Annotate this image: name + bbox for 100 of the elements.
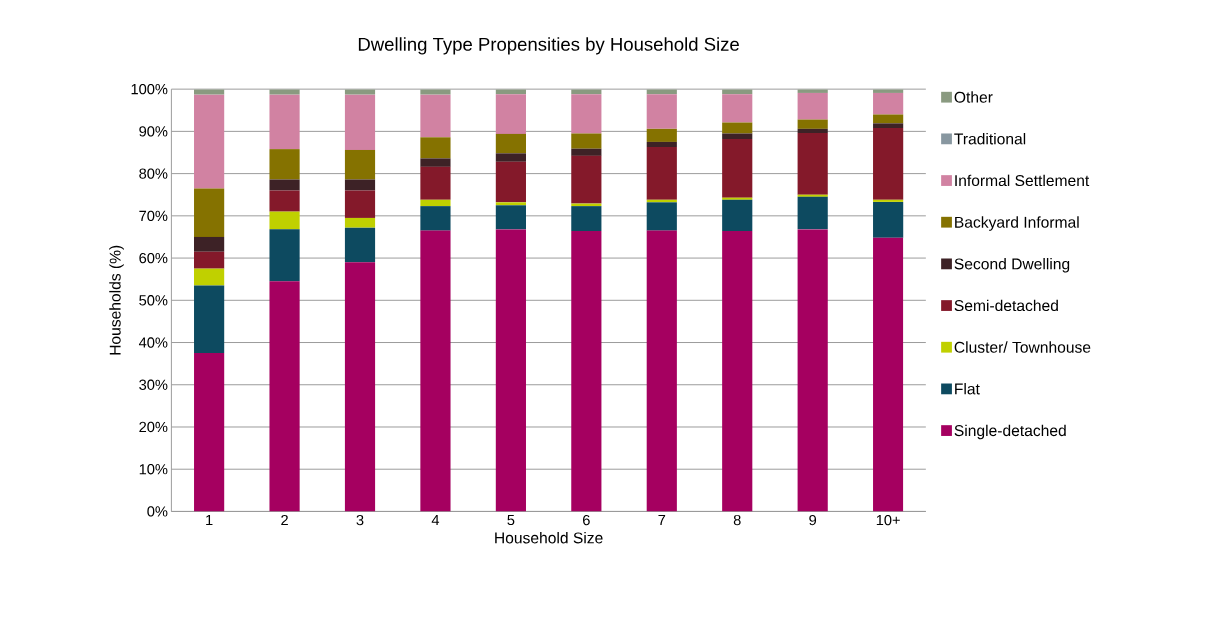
y-tick-label: 80% (139, 168, 168, 179)
y-tick-label: 0% (147, 506, 168, 517)
bar (420, 89, 451, 95)
y-axis-title: Households (%) (109, 245, 124, 355)
bar (873, 123, 904, 128)
y-tick-label: 100% (131, 83, 168, 95)
bar (269, 179, 300, 191)
bar (797, 196, 828, 230)
legend-label: Traditional (954, 132, 1026, 145)
bar (194, 236, 225, 252)
bar (269, 211, 300, 230)
x-tick-label: 10+ (876, 514, 900, 526)
x-tick-label: 2 (281, 514, 288, 526)
bar (722, 122, 753, 134)
legend-label: Backyard Informal (955, 216, 1079, 231)
legend-label: Cluster/ Townhouse (954, 341, 1091, 353)
bar (571, 206, 602, 231)
bar (420, 166, 451, 200)
y-tick-label: 60% (139, 252, 168, 264)
bar (420, 230, 451, 512)
bar (420, 137, 451, 159)
y-tick-label: 30% (139, 379, 168, 390)
bar (571, 94, 602, 134)
bar (797, 229, 828, 512)
bar (194, 89, 225, 95)
bar (344, 89, 376, 95)
bar (420, 158, 451, 167)
bar (873, 201, 904, 238)
bar (873, 92, 904, 115)
bar (571, 133, 602, 149)
bar (420, 199, 451, 207)
bar (797, 92, 828, 120)
bar (269, 229, 300, 282)
bar (495, 205, 526, 230)
y-tick-label: 40% (138, 337, 168, 348)
bar (646, 202, 677, 231)
bar (873, 127, 904, 200)
bar (194, 188, 225, 237)
bar (646, 128, 677, 142)
x-tick-label: 1 (206, 514, 213, 525)
bar (194, 352, 225, 512)
bar (269, 281, 300, 512)
bar (797, 119, 828, 129)
bar (194, 94, 225, 189)
bar (344, 190, 376, 218)
bar (194, 285, 225, 353)
legend-label: Second Dwelling (954, 257, 1070, 273)
legend-label: Flat (955, 382, 980, 395)
bar (722, 199, 753, 231)
x-tick-label: 5 (507, 514, 515, 526)
y-tick-label: 90% (139, 126, 168, 137)
bar (646, 94, 677, 129)
bar (722, 138, 753, 198)
bar (797, 194, 828, 197)
bar (495, 229, 526, 512)
bar (495, 161, 526, 203)
bar (344, 227, 376, 263)
bar (495, 94, 526, 134)
y-tick-label: 10% (139, 463, 168, 475)
y-tick-label: 70% (139, 210, 168, 221)
bar (722, 197, 753, 200)
bar (344, 149, 376, 180)
x-tick-label: 6 (583, 514, 590, 526)
bar (344, 179, 376, 191)
bar (269, 190, 300, 212)
x-tick-label: 4 (431, 514, 440, 525)
bar (646, 230, 677, 512)
bar (571, 155, 602, 204)
x-axis-title: Household Size (495, 531, 603, 544)
legend-label: Other (954, 91, 993, 103)
bar (495, 202, 526, 206)
bar (873, 199, 904, 202)
bar (646, 141, 677, 147)
y-tick-label: 50% (139, 295, 168, 306)
bar (420, 94, 451, 138)
bar (722, 94, 753, 123)
bar (344, 262, 376, 512)
bar (646, 146, 677, 200)
bar (269, 149, 300, 180)
bar (194, 268, 225, 286)
bar (873, 237, 904, 512)
bar (194, 251, 225, 269)
bar (420, 206, 451, 231)
bar (344, 94, 376, 150)
bar (495, 133, 526, 154)
bar (269, 94, 300, 150)
bar (797, 128, 828, 133)
x-tick-label: 7 (658, 514, 666, 525)
bar (571, 230, 602, 512)
bar (571, 148, 602, 156)
x-tick-label: 9 (809, 514, 817, 526)
bar (722, 133, 753, 139)
bar (722, 230, 753, 512)
legend-label: Informal Settlement (955, 174, 1090, 187)
legend-label: Semi-detached (954, 299, 1058, 312)
bar (873, 114, 904, 124)
x-tick-label: 3 (356, 514, 364, 526)
legend-label: Single-detached (954, 424, 1066, 440)
bar (797, 132, 828, 195)
bar (269, 89, 300, 95)
